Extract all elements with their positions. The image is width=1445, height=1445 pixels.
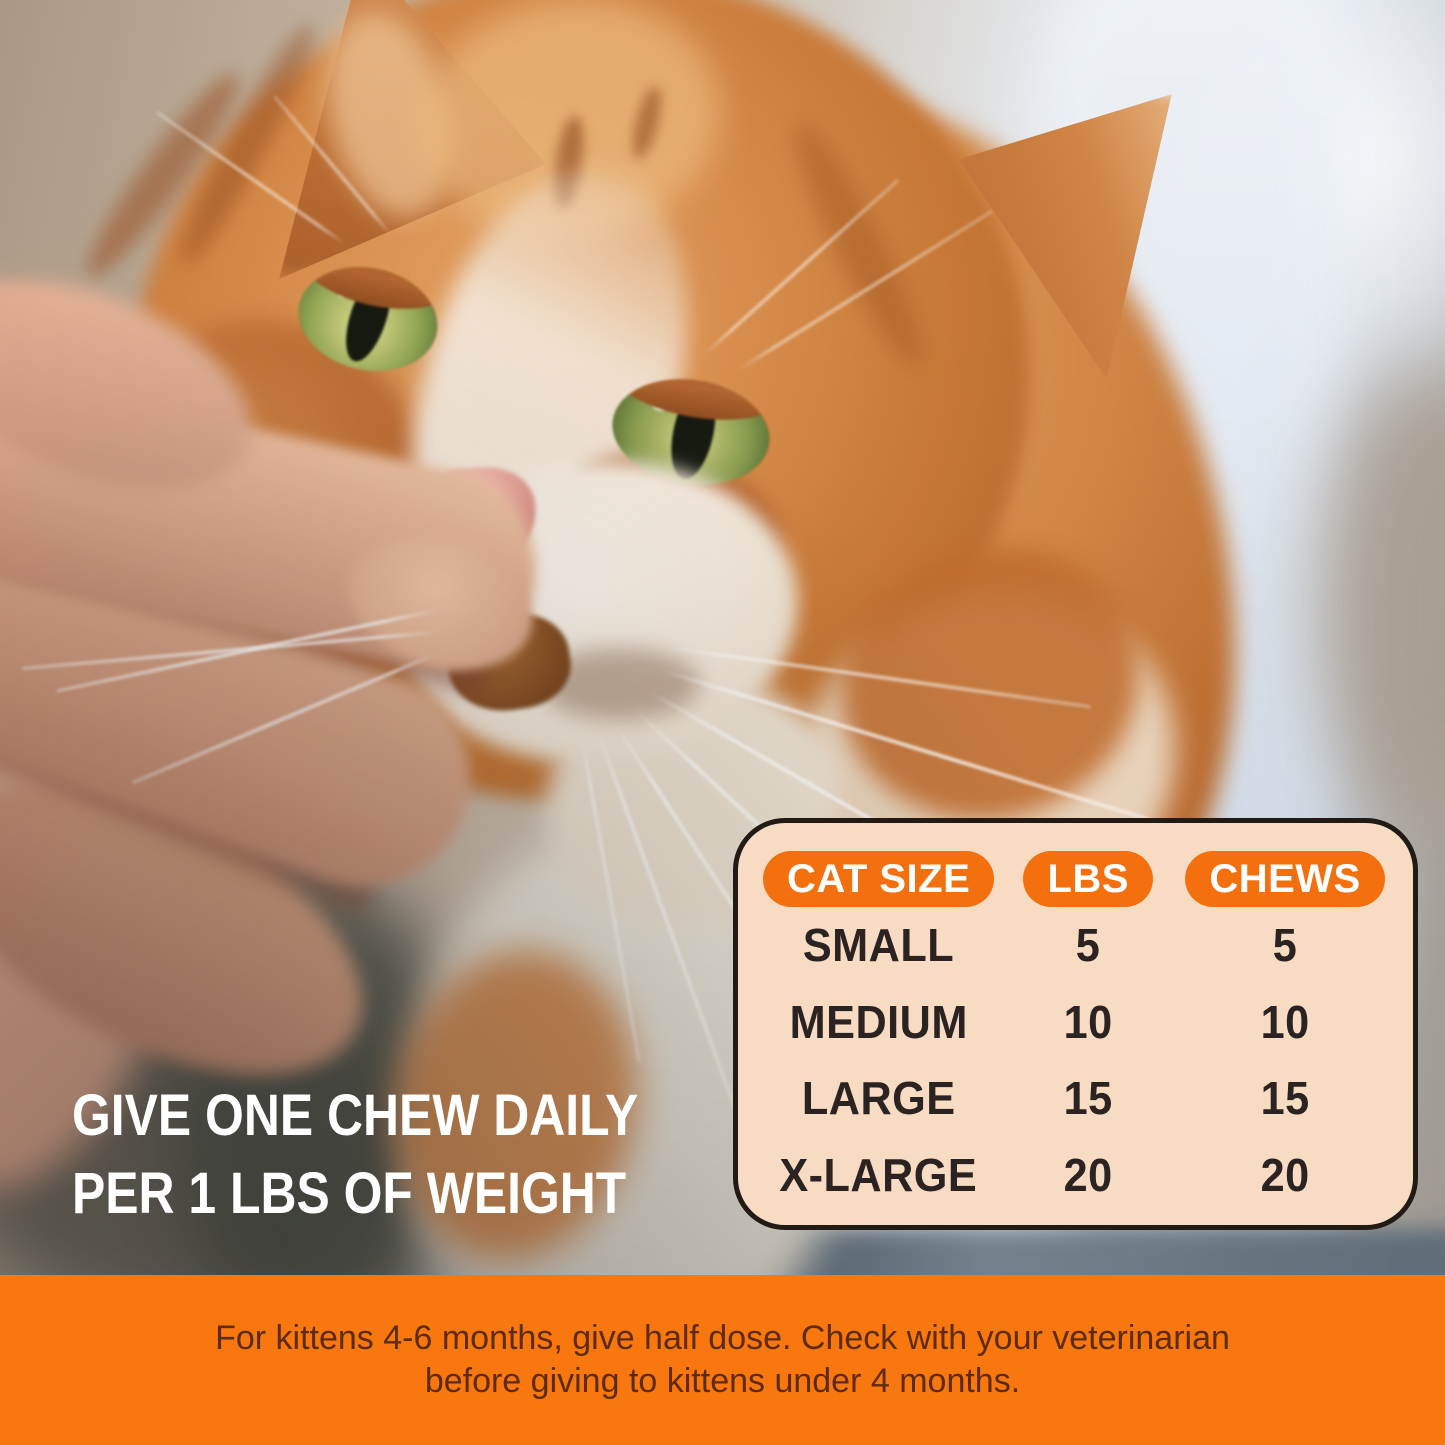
table-cell-lbs: 10 <box>1063 995 1113 1048</box>
column-header-chews: CHEWS <box>1185 851 1385 907</box>
dosage-table-card: CAT SIZE LBS CHEWS SMALL 5 5 MEDIUM 10 1… <box>733 818 1418 1230</box>
table-cell-chews: 20 <box>1260 1148 1310 1201</box>
table-cell-size: X-LARGE <box>779 1148 978 1201</box>
table-cell-chews: 15 <box>1260 1072 1310 1125</box>
table-cell-chews: 10 <box>1260 995 1310 1048</box>
table-cell-chews: 5 <box>1272 919 1298 972</box>
headline-line-2: PER 1 LBS OF WEIGHT <box>72 1161 627 1226</box>
table-cell-lbs: 20 <box>1063 1148 1113 1201</box>
table-cell-size: SMALL <box>803 919 955 972</box>
headline-line-1: GIVE ONE CHEW DAILY <box>72 1083 639 1148</box>
headline: GIVE ONE CHEW DAILY PER 1 LBS OF WEIGHT <box>72 1077 638 1233</box>
column-header-lbs: LBS <box>1023 851 1153 907</box>
kitten-note-banner: For kittens 4-6 months, give half dose. … <box>0 1275 1445 1445</box>
kitten-note-line-2: before giving to kittens under 4 months. <box>424 1362 1021 1400</box>
column-header-cat-size: CAT SIZE <box>763 851 995 907</box>
table-cell-size: LARGE <box>801 1072 956 1125</box>
table-cell-lbs: 15 <box>1063 1072 1113 1125</box>
kitten-note-line-1: For kittens 4-6 months, give half dose. … <box>215 1319 1230 1357</box>
table-cell-lbs: 5 <box>1075 919 1101 972</box>
table-cell-size: MEDIUM <box>789 995 968 1048</box>
